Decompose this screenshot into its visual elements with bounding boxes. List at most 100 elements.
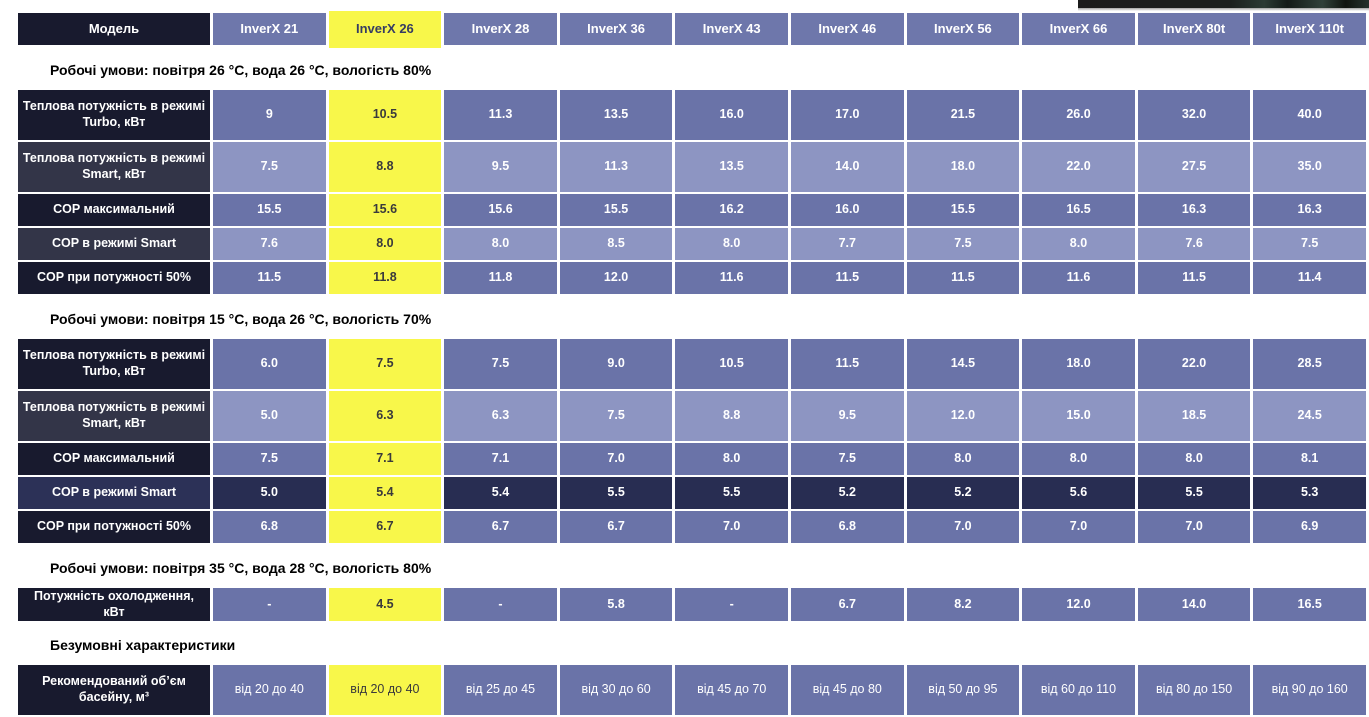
model-column-header: Модель <box>18 13 210 45</box>
table-row: COP максимальний 15.5 15.6 15.6 15.5 16.2 16.0… <box>18 194 1366 226</box>
spec-value-cell: 5.5 <box>1137 477 1251 509</box>
spec-value-cell: 9.5 <box>444 142 557 192</box>
table-row: COP в режимі Smart 5.0 5.4 5.4 5.5 5.5 5.2 5.2 5… <box>18 477 1366 509</box>
table-row: Теплова потужність в режимі Turbo, кВт 6.… <box>18 339 1366 389</box>
spec-value-cell: 7.0 <box>1022 511 1135 543</box>
spec-value-cell: від 25 до 45 <box>444 665 557 715</box>
spec-value-cell: 6.3 <box>444 391 557 441</box>
spec-value-cell: 22.0 <box>1137 339 1251 389</box>
spec-value-cell: 7.5 <box>444 339 557 389</box>
section-title: Робочі умови: повітря 35 °С, вода 28 °С,… <box>50 560 432 576</box>
spec-value-cell: 8.5 <box>559 228 673 260</box>
spec-value-cell: 7.5 <box>213 443 326 475</box>
spec-value-cell: 11.3 <box>444 90 557 140</box>
spec-value-cell: 18.0 <box>906 142 1020 192</box>
table-row: Потужність охолодження, кВт -4.5-5.8-6.7 8… <box>18 588 1366 622</box>
spec-value-cell: 16.0 <box>675 90 788 140</box>
table-section: Робочі умови: повітря 35 °С, вода 28 °С,… <box>18 545 1366 622</box>
spec-value-cell: 14.0 <box>790 142 904 192</box>
section-title: Робочі умови: повітря 15 °С, вода 26 °С,… <box>50 311 432 327</box>
spec-value-cell: 7.0 <box>1137 511 1251 543</box>
spec-value-cell: 11.5 <box>790 262 904 294</box>
spec-value-cell: 5.5 <box>559 477 673 509</box>
spec-value-cell: 24.5 <box>1253 391 1366 441</box>
spec-label: COP максимальний <box>18 443 210 475</box>
spec-value-cell: 15.5 <box>213 194 326 226</box>
table-header-row: Модель InverX 21 InverX 26 InverX 28 InverX … <box>18 11 1366 48</box>
spec-value-cell: 22.0 <box>1022 142 1135 192</box>
spec-value-cell: 8.0 <box>675 228 788 260</box>
spec-value-cell: 6.7 <box>790 588 904 622</box>
spec-value-cell: 16.2 <box>675 194 788 226</box>
spec-value-cell: - <box>675 588 788 622</box>
spec-value-cell: 7.7 <box>790 228 904 260</box>
table-section: Робочі умови: повітря 15 °С, вода 26 °С,… <box>18 296 1366 543</box>
spec-value-cell: 11.8 <box>328 262 442 294</box>
spec-value-cell: 16.5 <box>1253 588 1366 622</box>
spec-value-cell: 5.0 <box>213 477 326 509</box>
spec-value-cell: 6.9 <box>1253 511 1366 543</box>
table-row: Теплова потужність в режимі Smart, кВт 5.… <box>18 391 1366 441</box>
spec-value-cell: 5.2 <box>906 477 1020 509</box>
spec-label: Потужність охолодження, кВт <box>18 588 210 622</box>
table-row: Теплова потужність в режимі Turbo, кВт 9 1… <box>18 90 1366 140</box>
spec-value-cell: 15.5 <box>906 194 1020 226</box>
spec-value-cell: 7.5 <box>559 391 673 441</box>
spec-value-cell: від 60 до 110 <box>1022 665 1135 715</box>
spec-label: Рекомендований об’єм басейну, м³ <box>18 665 210 715</box>
spec-value-cell: 16.3 <box>1253 194 1366 226</box>
model-header-cell: InverX 21 <box>213 13 326 45</box>
spec-value-cell: 5.5 <box>675 477 788 509</box>
spec-value-cell: 7.5 <box>906 228 1020 260</box>
spec-value-cell: 5.6 <box>1022 477 1135 509</box>
section-title: Робочі умови: повітря 26 °С, вода 26 °С,… <box>50 62 432 78</box>
spec-value-cell: 15.0 <box>1022 391 1135 441</box>
spec-value-cell: 6.3 <box>328 391 442 441</box>
spec-value-cell: 8.0 <box>1022 228 1135 260</box>
spec-value-cell: 7.6 <box>1137 228 1251 260</box>
spec-value-cell: 9.5 <box>790 391 904 441</box>
spec-value-cell: 8.8 <box>675 391 788 441</box>
spec-value-cell: 8.0 <box>444 228 557 260</box>
spec-value-cell: 7.0 <box>559 443 673 475</box>
spec-value-cell: 12.0 <box>906 391 1020 441</box>
spec-value-cell: 8.2 <box>906 588 1020 622</box>
table-row: COP при потужності 50% 11.5 11.8 11.8 12.0 11… <box>18 262 1366 294</box>
spec-value-cell: 15.5 <box>559 194 673 226</box>
spec-label: COP при потужності 50% <box>18 262 210 294</box>
spec-value-cell: 8.1 <box>1253 443 1366 475</box>
spec-value-cell: 7.1 <box>328 443 442 475</box>
spec-value-cell: 10.5 <box>328 90 442 140</box>
table-row: Рекомендований об’єм басейну, м³ від 20 д… <box>18 665 1366 715</box>
section-title: Безумовні характеристики <box>50 637 236 653</box>
spec-value-cell: 6.8 <box>790 511 904 543</box>
model-header-cell: InverX 80t <box>1137 13 1251 45</box>
spec-label: COP при потужності 50% <box>18 511 210 543</box>
table-section: Робочі умови: повітря 26 °С, вода 26 °С,… <box>18 47 1366 294</box>
spec-value-cell: від 45 до 70 <box>675 665 788 715</box>
spec-value-cell: 10.5 <box>675 339 788 389</box>
model-header-cell: InverX 56 <box>906 13 1020 45</box>
spec-value-cell: 11.5 <box>790 339 904 389</box>
spec-value-cell: 27.5 <box>1137 142 1251 192</box>
spec-value-cell: 11.6 <box>1022 262 1135 294</box>
spec-value-cell: 11.4 <box>1253 262 1366 294</box>
spec-value-cell: 11.5 <box>213 262 326 294</box>
spec-value-cell: 5.0 <box>213 391 326 441</box>
spec-value-cell: 4.5 <box>328 588 442 622</box>
spec-value-cell: 12.0 <box>1022 588 1135 622</box>
spec-label: Теплова потужність в режимі Turbo, кВт <box>18 90 210 140</box>
spec-value-cell: 8.0 <box>675 443 788 475</box>
spec-value-cell: 5.3 <box>1253 477 1366 509</box>
spec-value-cell: від 80 до 150 <box>1137 665 1251 715</box>
spec-value-cell: 13.5 <box>559 90 673 140</box>
spec-label: Теплова потужність в режимі Smart, кВт <box>18 391 210 441</box>
spec-value-cell: 32.0 <box>1137 90 1251 140</box>
table-row: Теплова потужність в режимі Smart, кВт 7.… <box>18 142 1366 192</box>
spec-value-cell: 7.5 <box>1253 228 1366 260</box>
model-header-cell: InverX 66 <box>1022 13 1135 45</box>
spec-value-cell: 15.6 <box>328 194 442 226</box>
spec-value-cell: від 30 до 60 <box>559 665 673 715</box>
spec-value-cell: 12.0 <box>559 262 673 294</box>
spec-value-cell: від 45 до 80 <box>790 665 904 715</box>
